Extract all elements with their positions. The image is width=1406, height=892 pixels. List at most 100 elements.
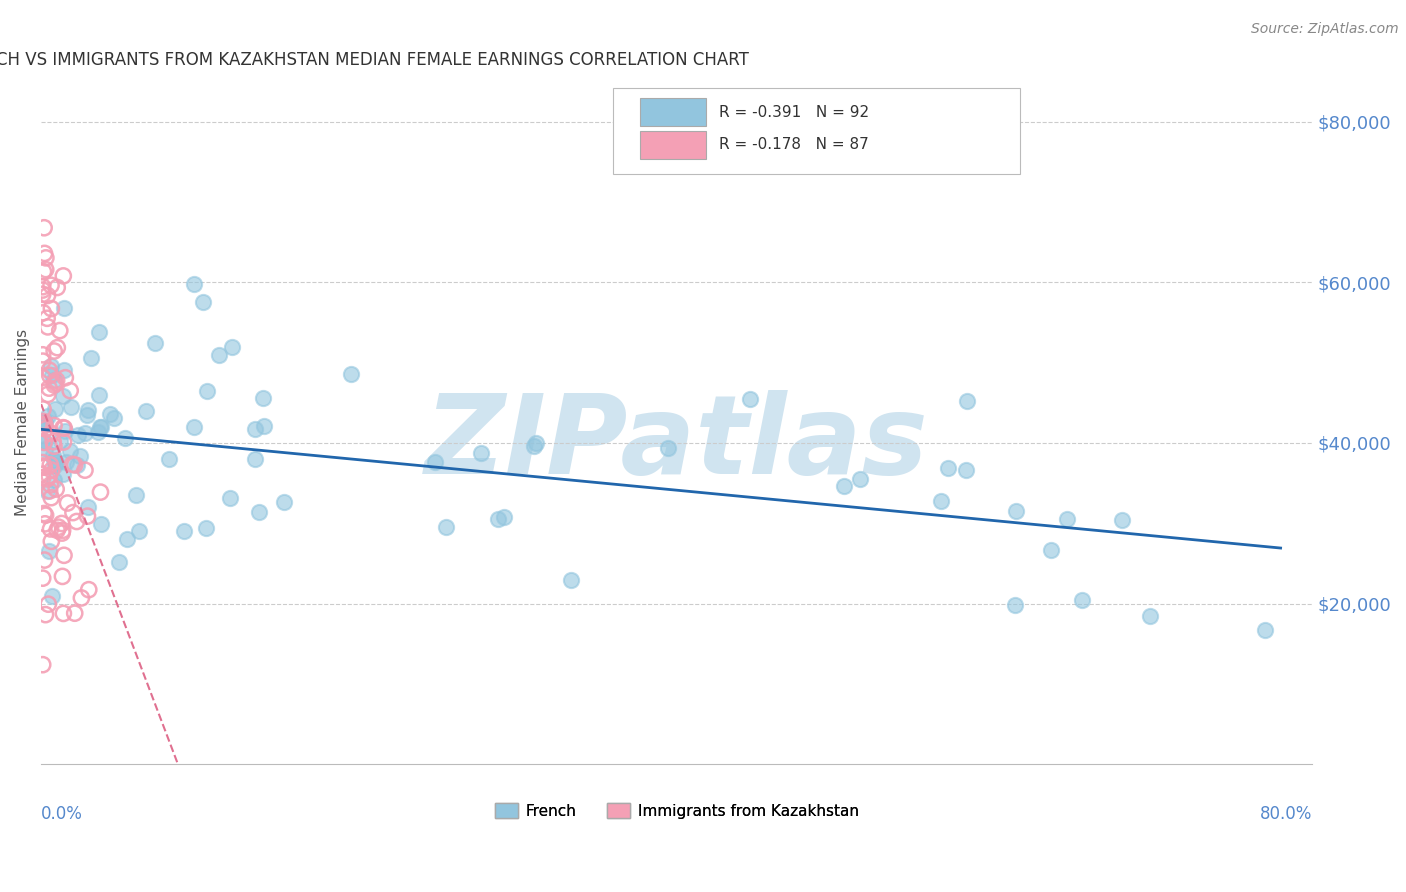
Point bbox=[208, 348, 231, 362]
Point bbox=[87, 388, 110, 402]
Text: 80.0%: 80.0% bbox=[1260, 805, 1312, 823]
Point bbox=[52, 435, 75, 450]
FancyBboxPatch shape bbox=[640, 130, 706, 159]
Point bbox=[32, 414, 55, 428]
Point bbox=[34, 246, 56, 260]
Point bbox=[31, 467, 53, 482]
Point bbox=[41, 368, 63, 383]
Point bbox=[45, 373, 67, 387]
Point bbox=[62, 506, 84, 520]
Point bbox=[53, 363, 76, 377]
Text: 0.0%: 0.0% bbox=[41, 805, 83, 823]
Text: R = -0.391   N = 92: R = -0.391 N = 92 bbox=[718, 104, 869, 120]
Point bbox=[52, 467, 75, 482]
Point bbox=[956, 393, 979, 408]
Point bbox=[38, 381, 60, 395]
Point bbox=[44, 458, 66, 472]
Point bbox=[98, 408, 121, 422]
Point bbox=[1004, 598, 1026, 612]
Point bbox=[76, 500, 98, 514]
Point bbox=[31, 287, 53, 301]
Point bbox=[128, 524, 150, 538]
Point bbox=[77, 403, 100, 417]
Point bbox=[219, 491, 242, 505]
Point bbox=[34, 417, 56, 432]
Point bbox=[34, 442, 56, 457]
Point bbox=[56, 496, 79, 510]
Point bbox=[245, 451, 267, 466]
Point bbox=[470, 445, 492, 459]
Point bbox=[34, 414, 56, 428]
Point bbox=[494, 510, 516, 524]
Point bbox=[125, 488, 148, 502]
Point bbox=[195, 384, 218, 399]
Point bbox=[87, 425, 110, 440]
Point bbox=[31, 657, 53, 672]
Point bbox=[936, 461, 959, 475]
Point bbox=[31, 420, 53, 434]
Point bbox=[44, 378, 66, 392]
Point bbox=[39, 278, 62, 293]
Point bbox=[76, 509, 98, 524]
Point bbox=[143, 336, 166, 351]
Point bbox=[49, 324, 72, 338]
Point bbox=[195, 521, 218, 535]
Point bbox=[34, 422, 56, 436]
Point bbox=[35, 251, 58, 265]
Point bbox=[39, 491, 62, 505]
Point bbox=[80, 351, 103, 366]
Point bbox=[35, 262, 58, 277]
Point bbox=[243, 422, 266, 436]
Point bbox=[52, 389, 75, 403]
Point bbox=[90, 516, 112, 531]
Point bbox=[832, 479, 855, 493]
Point bbox=[31, 348, 53, 362]
Point bbox=[1071, 593, 1094, 607]
Point bbox=[39, 359, 62, 373]
Point bbox=[273, 494, 295, 508]
Point bbox=[103, 410, 125, 425]
Point bbox=[45, 482, 67, 496]
Point bbox=[48, 520, 70, 534]
Point bbox=[53, 421, 76, 435]
Point bbox=[46, 341, 69, 355]
Point bbox=[38, 469, 60, 483]
Point bbox=[31, 458, 53, 473]
Point bbox=[37, 597, 59, 611]
Point bbox=[34, 607, 56, 622]
Point bbox=[44, 376, 66, 390]
Point bbox=[34, 553, 56, 567]
Point bbox=[31, 370, 53, 384]
Point bbox=[486, 512, 509, 526]
Point bbox=[34, 434, 56, 449]
Point bbox=[39, 522, 62, 536]
Point bbox=[38, 483, 60, 498]
Point bbox=[59, 443, 82, 458]
Point bbox=[46, 523, 69, 537]
Point bbox=[31, 471, 53, 485]
Point bbox=[37, 319, 59, 334]
Point bbox=[51, 526, 73, 541]
Point bbox=[157, 452, 180, 467]
Point bbox=[90, 419, 112, 434]
Point bbox=[135, 404, 157, 418]
Text: FRENCH VS IMMIGRANTS FROM KAZAKHSTAN MEDIAN FEMALE EARNINGS CORRELATION CHART: FRENCH VS IMMIGRANTS FROM KAZAKHSTAN MED… bbox=[0, 51, 749, 69]
Point bbox=[49, 434, 72, 449]
Point bbox=[45, 455, 67, 469]
Point bbox=[63, 606, 86, 620]
Point bbox=[183, 420, 205, 434]
Y-axis label: Median Female Earnings: Median Female Earnings bbox=[15, 329, 30, 516]
Point bbox=[560, 573, 582, 587]
Point bbox=[73, 425, 96, 440]
Point bbox=[1056, 511, 1078, 525]
Point bbox=[252, 392, 274, 406]
Point bbox=[39, 478, 62, 492]
Point bbox=[34, 415, 56, 429]
Point bbox=[929, 494, 952, 508]
Point bbox=[37, 288, 59, 302]
Point bbox=[34, 460, 56, 475]
Point bbox=[41, 463, 63, 477]
Point bbox=[53, 301, 76, 315]
Text: R = -0.178   N = 87: R = -0.178 N = 87 bbox=[718, 137, 869, 153]
Point bbox=[1254, 623, 1277, 637]
